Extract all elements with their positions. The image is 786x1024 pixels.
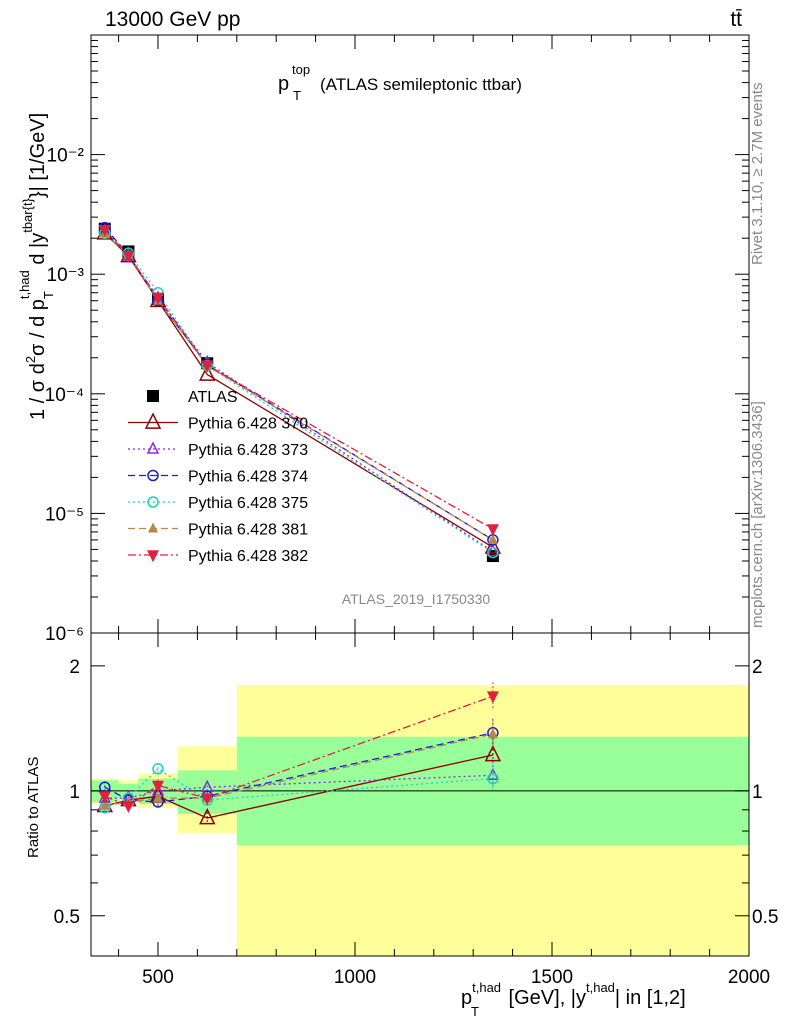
legend-label: Pythia 6.428 382: [188, 548, 308, 565]
marker-triangle-down: [147, 550, 159, 563]
ratio-tick-label-left: 0.5: [54, 907, 80, 928]
y-tick-label: 10⁻³: [47, 265, 85, 286]
x-tick-label: 1500: [531, 967, 573, 988]
legend-label: Pythia 6.428 373: [188, 442, 308, 459]
marker-triangle-down: [151, 292, 164, 305]
legend: ATLAS Pythia 6.428 370 Pythia 6.428 373 Pyt…: [128, 389, 308, 565]
legend-label: Pythia 6.428 370: [188, 416, 308, 433]
x-axis-label: pt,had T [GeV], |yt,had| in [1,2]: [461, 980, 686, 1019]
legend-label: Pythia 6.428 374: [188, 469, 308, 486]
marker-triangle: [199, 807, 216, 825]
marker-triangle: [487, 533, 498, 544]
marker-circle: [487, 546, 499, 559]
ratio-tick-label-left: 1: [69, 782, 80, 803]
marker-triangle: [484, 744, 502, 762]
marker-triangle: [148, 522, 158, 533]
marker-triangle-down: [201, 793, 214, 806]
marker-triangle-down: [486, 524, 499, 537]
marker-triangle-down: [151, 780, 164, 793]
energy-label: 13000 GeV pp: [105, 8, 240, 31]
x-tick-label: 2000: [728, 967, 770, 988]
marker-triangle-down: [98, 225, 111, 238]
marker-triangle-down: [201, 360, 214, 373]
marker-circle: [147, 496, 159, 508]
ratio-line: [104, 695, 494, 807]
ratio-tick-label-left: 2: [69, 657, 80, 678]
marker-triangle: [146, 441, 160, 454]
legend-label: Pythia 6.428 375: [188, 495, 308, 512]
ratio-panel-frame: [90, 632, 750, 957]
process-label: tt̄: [730, 8, 742, 31]
ratio-line: [104, 767, 493, 809]
y-axis-label: 1 / σ d2σ / d pTt,had d |ytbar{t}}| [1/G…: [17, 113, 56, 420]
marker-triangle: [199, 364, 216, 381]
main-panel-frame: [90, 34, 750, 634]
marker-circle: [152, 763, 164, 775]
uncertainty-bands: [91, 684, 749, 956]
series-line: [104, 232, 494, 541]
tick-labels: 500 1000 1500 2000 10⁻⁶ 10⁻⁵ 10⁻⁴ 10⁻³ 10⁻² 0.5 0.…: [45, 146, 779, 988]
y-tick-label: 10⁻²: [47, 146, 85, 167]
ratio-series: [96, 682, 502, 825]
marker-triangle-down: [122, 250, 135, 263]
plot-title: ptop T(ATLAS semileptonic ttbar): [278, 62, 522, 103]
marker-circle: [147, 469, 159, 482]
ratio-tick-label-right: 2: [752, 657, 763, 678]
x-tick-label: 1000: [334, 967, 376, 988]
analysis-id: ATLAS_2019_I1750330: [342, 591, 491, 607]
marker-triangle: [487, 728, 498, 739]
main-series: [96, 221, 502, 563]
y-tick-label: 10⁻⁶: [45, 624, 84, 645]
ratio-line: [104, 774, 493, 799]
ratio-tick-label-right: 1: [752, 782, 763, 803]
axis-ticks: [91, 35, 750, 957]
marker-triangle-down: [486, 691, 499, 704]
rivet-label: Rivet 3.1.10, ≥ 2.7M events: [749, 83, 766, 266]
x-tick-label: 500: [142, 967, 174, 988]
ratio-axis-label: Ratio to ATLAS: [25, 757, 42, 858]
marker-triangle: [144, 412, 162, 429]
marker-triangle: [486, 543, 500, 557]
marker-triangle: [484, 537, 502, 554]
legend-label: ATLAS: [188, 389, 238, 406]
ratio-tick-label-right: 0.5: [752, 907, 778, 928]
marker-triangle-down: [122, 801, 135, 814]
series-line: [104, 227, 494, 541]
y-tick-label: 10⁻⁴: [45, 385, 84, 406]
legend-label: Pythia 6.428 381: [188, 522, 308, 539]
marker-square: [147, 390, 159, 402]
marker-triangle: [152, 792, 163, 803]
marker-circle: [487, 772, 499, 785]
mcplots-label: mcplots.cern.ch [arXiv:1306.3436]: [749, 401, 766, 628]
y-tick-label: 10⁻⁵: [45, 504, 84, 525]
marker-triangle: [99, 799, 110, 810]
marker-triangle-down: [98, 791, 111, 804]
